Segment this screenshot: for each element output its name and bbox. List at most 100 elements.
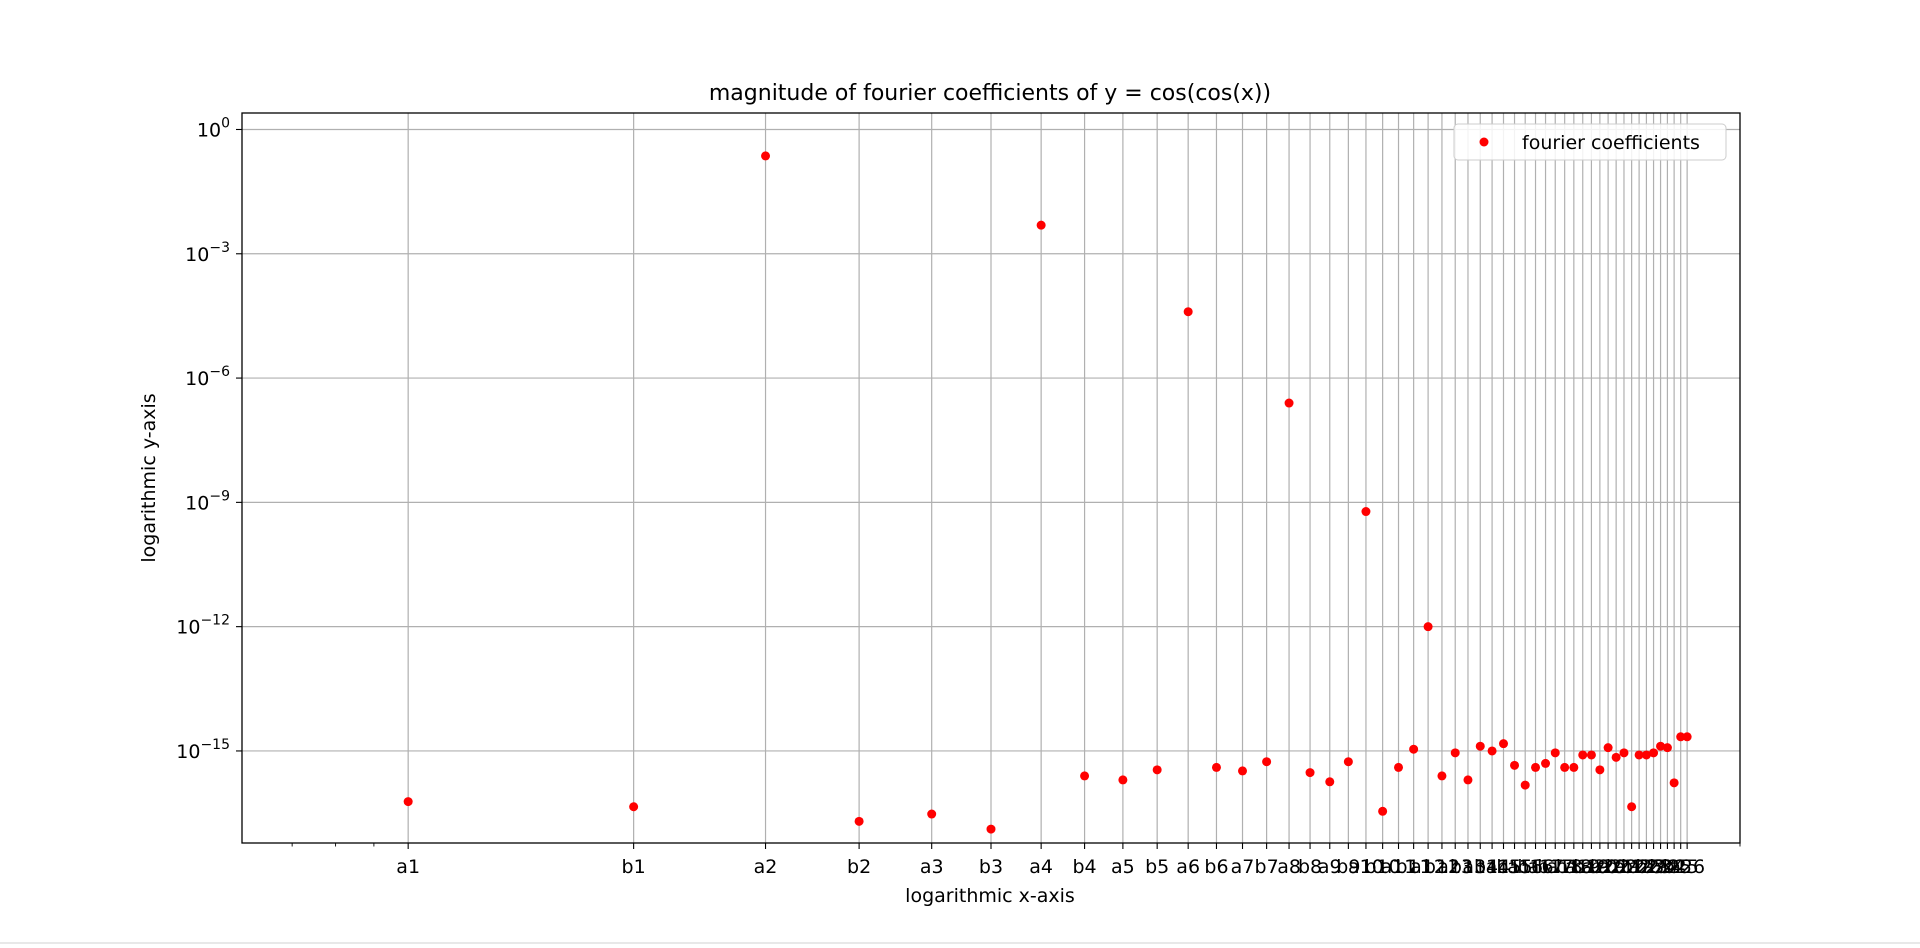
x-tick-label: b9 [1336,856,1360,878]
data-point [1569,762,1579,772]
data-point [1603,743,1613,753]
data-point [927,809,937,819]
x-tick-label: a14 [1462,856,1498,878]
x-tick-label: a18 [1547,856,1583,878]
x-tick-label: a8 [1277,856,1301,878]
data-point [1641,750,1651,760]
data-point [1611,752,1621,762]
data-point [1378,806,1388,816]
x-tick-label: b3 [979,856,1003,878]
x-tick-label: a21 [1598,856,1634,878]
data-point [1211,762,1221,772]
x-tick-label: a10 [1348,856,1384,878]
data-points [403,151,1692,834]
data-point [1676,732,1686,742]
x-tick-label: b13 [1450,856,1486,878]
y-tick-labels: 100 10−3 10−6 10−9 10−12 10−15 [176,115,230,762]
x-tick-label: b23 [1635,856,1671,878]
plot-area-frame [241,112,1741,844]
x-tick-label: a6 [1176,856,1200,878]
y-axis-label: logarithmic y-axis [138,393,160,562]
y-tick-label: 10−6 [185,364,230,390]
legend-marker [1479,137,1489,147]
data-point [1550,748,1560,758]
x-tick-label: b5 [1145,856,1169,878]
data-point [1325,777,1335,787]
legend: fourier coefficients [1453,123,1727,161]
data-point [1510,760,1520,770]
x-tick-label: a15 [1486,856,1522,878]
data-point [1238,766,1248,776]
legend-box [1453,123,1727,161]
data-point [1634,750,1644,760]
x-tick-marks [291,843,1741,849]
data-point [854,816,864,826]
x-tick-label: a17 [1528,856,1564,878]
window-bottom-strip [0,942,1920,944]
data-point [1450,748,1460,758]
data-point [1284,398,1294,408]
data-point [1423,622,1433,632]
data-point [1531,762,1541,772]
data-point [1627,802,1637,812]
x-tick-label: b17 [1537,856,1573,878]
x-axis-label: logarithmic x-axis [905,885,1075,907]
x-tick-label: b25 [1663,856,1699,878]
data-point [761,151,771,161]
y-tick-label: 10−15 [176,737,230,763]
data-point [1669,778,1679,788]
data-point [1578,750,1588,760]
y-tick-label: 10−9 [185,488,230,514]
data-point [1586,750,1596,760]
data-point [1682,732,1692,742]
x-tick-label: b18 [1556,856,1592,878]
x-tick-label: a24 [1643,856,1679,878]
data-point [1656,741,1666,751]
x-tick-label: b6 [1204,856,1228,878]
x-tick-label: a22 [1614,856,1650,878]
x-tick-label: a2 [754,856,778,878]
data-point [1262,757,1272,767]
data-point [1343,757,1353,767]
x-tick-label: a25 [1656,856,1692,878]
x-tick-label: b4 [1073,856,1097,878]
data-point [1499,739,1509,749]
x-tick-label: b22 [1621,856,1657,878]
x-tick-label: b7 [1255,856,1279,878]
x-tick-label: a20 [1582,856,1618,878]
data-point [1463,775,1473,785]
legend-label: fourier coefficients [1522,132,1700,154]
data-point [1152,765,1162,775]
x-tick-label: b19 [1573,856,1609,878]
chart-title: magnitude of fourier coefficients of y =… [709,81,1271,106]
y-tick-label: 10−3 [185,240,230,266]
x-tick-label: b20 [1590,856,1626,878]
x-tick-label: b24 [1649,856,1685,878]
data-point [1118,775,1128,785]
x-tick-label: b14 [1474,856,1510,878]
x-tick-label: a7 [1231,856,1255,878]
data-point [1183,307,1193,317]
x-tick-label: a11 [1381,856,1417,878]
data-point [1080,771,1090,781]
y-tick-label: 100 [197,115,230,141]
x-tick-label: a23 [1629,856,1665,878]
x-tick-label: b10 [1365,856,1401,878]
x-tick-label: a3 [920,856,944,878]
x-tick-label: a4 [1029,856,1053,878]
data-point [1619,748,1629,758]
x-tick-label: b8 [1298,856,1322,878]
x-tick-label: b15 [1496,856,1532,878]
x-tick-label: a26 [1669,856,1705,878]
data-point [1036,220,1046,230]
data-point [1394,762,1404,772]
data-point [1662,743,1672,753]
data-point [403,797,413,807]
x-tick-label: b11 [1396,856,1432,878]
x-tick-label: a9 [1318,856,1342,878]
x-tick-label: a19 [1565,856,1601,878]
x-tick-labels: a1 b1 a2 b2 a3 b3 a4 b4 a5 b5 a6 b6 a7 b7a8b8a9b9a10b… [396,856,1705,878]
data-point [986,824,996,834]
x-tick-label: b21 [1606,856,1642,878]
